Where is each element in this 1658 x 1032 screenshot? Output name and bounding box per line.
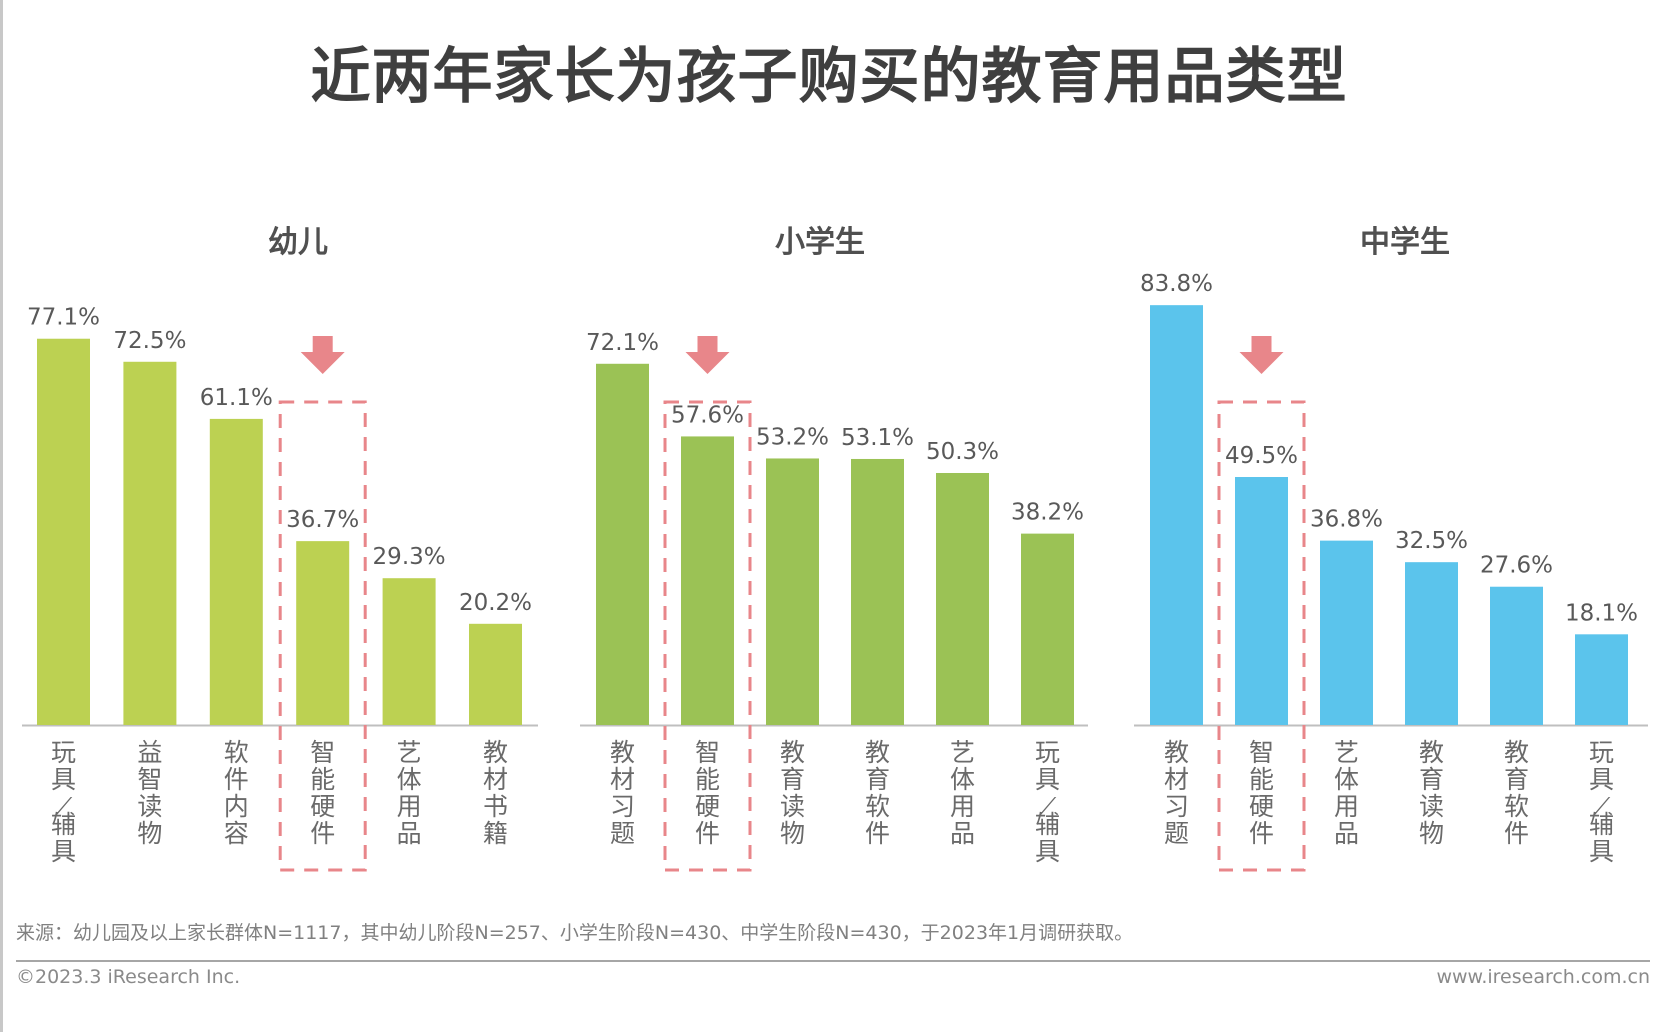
category-label: 教材书籍 — [483, 738, 508, 848]
page-left-border — [0, 0, 3, 1032]
bar — [936, 472, 989, 725]
category-label: 益智读物 — [137, 738, 162, 848]
copyright: ©2023.3 iResearch Inc. — [16, 966, 241, 988]
data-label: 77.1% — [27, 305, 100, 331]
bar — [296, 541, 350, 725]
charts-canvas: 幼儿 77.1% 玩具⟋辅具 72.5% 益智读物 61.1% 软件内容 36.7% 智能硬件 2… — [22, 225, 1648, 872]
arrow-down-icon — [300, 336, 345, 374]
bar — [1235, 477, 1288, 725]
bar — [209, 418, 263, 725]
bar-chart-1: 幼儿 77.1% 玩具⟋辅具 72.5% 益智读物 61.1% 软件内容 36.7% 智能硬件 2… — [22, 225, 538, 872]
data-label: 20.2% — [459, 590, 532, 616]
bar — [1405, 562, 1458, 725]
bar — [1021, 533, 1074, 725]
category-label: 教材习题 — [610, 738, 635, 848]
category-label: 教材习题 — [1164, 738, 1189, 848]
bar — [37, 338, 90, 725]
data-label: 57.6% — [671, 402, 744, 428]
data-label: 53.2% — [756, 424, 829, 450]
chart-title: 幼儿 — [268, 225, 328, 260]
bar — [1150, 305, 1203, 725]
data-label: 53.1% — [841, 425, 914, 451]
bar — [681, 436, 734, 725]
highlight-box — [663, 400, 752, 872]
data-label: 29.3% — [373, 544, 446, 570]
category-label: 教育软件 — [865, 738, 890, 848]
data-label: 72.1% — [586, 330, 659, 356]
category-label: 智能硬件 — [1249, 738, 1274, 848]
category-label: 教育读物 — [1419, 738, 1444, 848]
arrow-down-icon — [1239, 336, 1284, 374]
category-label: 教育软件 — [1504, 738, 1529, 848]
category-label: 智能硬件 — [695, 738, 720, 848]
data-label: 32.5% — [1395, 528, 1468, 554]
website-link[interactable]: www.iresearch.com.cn — [1436, 966, 1650, 988]
category-label: 玩具⟋辅具 — [51, 738, 76, 866]
data-label: 61.1% — [200, 385, 273, 411]
bar — [469, 623, 522, 725]
arrow-down-icon — [685, 336, 730, 374]
bar-chart-3: 中学生 83.8% 教材习题 49.5% 智能硬件 36.8% 艺体用品 32.5% 教育读物 2… — [1134, 225, 1648, 872]
bar — [1575, 634, 1628, 725]
bar — [123, 361, 177, 725]
category-label: 玩具⟋辅具 — [1589, 738, 1614, 866]
footer-divider — [16, 960, 1650, 962]
category-label: 智能硬件 — [310, 738, 335, 848]
data-label: 72.5% — [113, 328, 186, 354]
page-title: 近两年家长为孩子购买的教育用品类型 — [310, 42, 1348, 112]
bar — [851, 458, 904, 725]
source-note: 来源：幼儿园及以上家长群体N=1117，其中幼儿阶段N=257、小学生阶段N=4… — [16, 922, 1134, 944]
category-label: 玩具⟋辅具 — [1035, 738, 1060, 866]
highlight-box — [278, 400, 367, 872]
data-label: 83.8% — [1140, 271, 1213, 297]
data-label: 18.1% — [1565, 600, 1638, 626]
data-label: 49.5% — [1225, 443, 1298, 469]
bar — [382, 578, 436, 725]
data-label: 38.2% — [1011, 500, 1084, 526]
category-label: 软件内容 — [224, 738, 249, 848]
highlight-box — [1217, 400, 1306, 872]
bar — [596, 363, 649, 725]
chart-title: 小学生 — [775, 225, 865, 260]
bar — [1320, 540, 1373, 725]
bar-chart-2: 小学生 72.1% 教材习题 57.6% 智能硬件 53.2% 教育读物 53.1% 教育软件 5… — [580, 225, 1088, 872]
category-label: 艺体用品 — [397, 738, 422, 848]
bar — [1490, 586, 1543, 725]
data-label: 50.3% — [926, 439, 999, 465]
bar — [766, 458, 819, 725]
category-label: 教育读物 — [780, 738, 805, 848]
data-label: 27.6% — [1480, 553, 1553, 579]
category-label: 艺体用品 — [1334, 738, 1359, 848]
chart-title: 中学生 — [1360, 225, 1450, 260]
category-label: 艺体用品 — [950, 738, 975, 848]
data-label: 36.7% — [286, 507, 359, 533]
data-label: 36.8% — [1310, 507, 1383, 533]
